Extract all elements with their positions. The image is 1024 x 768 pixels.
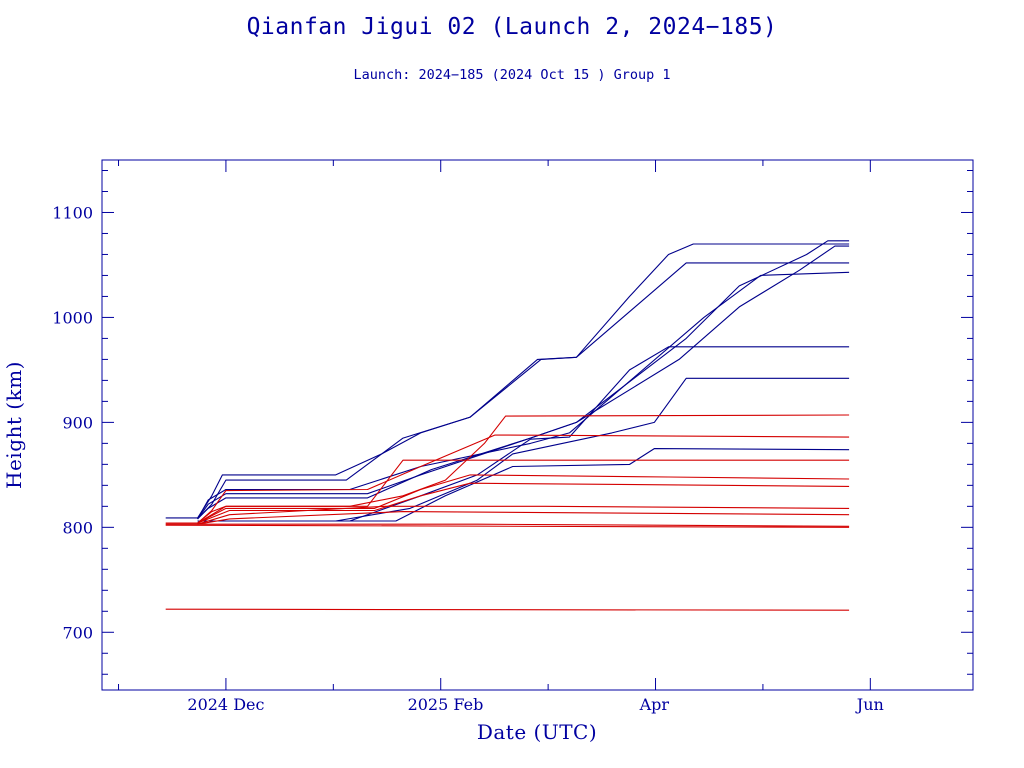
- y-tick-label: 1000: [52, 308, 93, 327]
- series-line-red-12: [197, 474, 850, 524]
- series-line-red-13: [197, 482, 850, 524]
- axis-ticks: [102, 160, 973, 690]
- y-tick-label: 800: [62, 518, 93, 537]
- series-line-red-17: [165, 524, 850, 528]
- series-line-red-10: [197, 434, 850, 524]
- tick-labels: 700 800 900 1000 1100 2024 Dec 2025 Feb Apr Jun: [52, 203, 884, 714]
- series-group: [165, 240, 850, 611]
- y-tick-label: 1100: [52, 203, 93, 222]
- series-line-blue-5: [197, 245, 850, 520]
- series-line-red-16: [165, 523, 850, 527]
- x-tick-label: 2024 Dec: [187, 695, 264, 714]
- series-line-red-14: [197, 505, 850, 525]
- series-line-blue-7: [197, 377, 850, 522]
- x-tick-label: Apr: [639, 695, 670, 714]
- x-axis-label: Date (UTC): [477, 720, 597, 744]
- series-line-red-11: [197, 459, 850, 524]
- series-line-blue-2: [197, 262, 850, 520]
- series-line-red-15: [197, 511, 850, 525]
- x-tick-label: 2025 Feb: [408, 695, 484, 714]
- y-axis-label: Height (km): [2, 361, 26, 489]
- series-line-blue-3: [197, 271, 850, 520]
- plot-frame: [101, 159, 974, 691]
- series-line-red-18: [165, 608, 850, 611]
- y-tick-label: 700: [62, 623, 93, 642]
- chart-title: Qianfan Jigui 02 (Launch 2, 2024−185): [246, 14, 778, 40]
- series-line-blue-6: [197, 346, 850, 522]
- series-line-blue-1: [165, 243, 850, 519]
- x-tick-label: Jun: [855, 695, 884, 714]
- series-line-blue-8: [197, 448, 850, 522]
- chart-subtitle: Launch: 2024−185 (2024 Oct 15 ) Group 1: [353, 67, 671, 83]
- y-tick-label: 900: [62, 413, 93, 432]
